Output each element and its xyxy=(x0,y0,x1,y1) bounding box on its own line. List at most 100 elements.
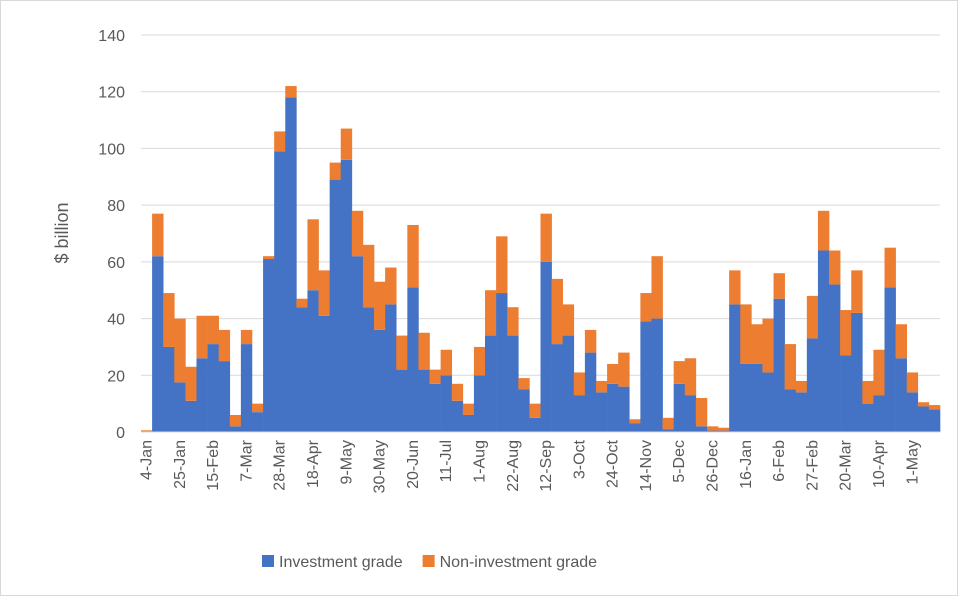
x-tick-label: 11-Jul xyxy=(438,440,455,482)
bar-segment xyxy=(718,427,730,431)
bar-segment xyxy=(873,349,885,396)
legend-swatch xyxy=(422,555,435,567)
bar-segment xyxy=(906,372,919,393)
y-tick-label: 80 xyxy=(107,198,125,215)
bar-segment xyxy=(429,383,441,432)
bar-segment xyxy=(462,403,475,415)
x-tick-label: 5-Dec xyxy=(671,440,688,483)
bar-segment xyxy=(540,213,552,262)
bar-segment xyxy=(551,344,563,432)
bar-segment xyxy=(440,349,453,376)
bar-segment xyxy=(407,224,419,288)
bar-segment xyxy=(618,386,630,432)
legend-label: Investment grade xyxy=(279,554,403,571)
x-tick-label: 6-Feb xyxy=(771,440,788,482)
bar-segment xyxy=(485,335,497,432)
bar-segment xyxy=(240,329,253,345)
bar-segment xyxy=(584,352,597,432)
bar-segment xyxy=(473,375,486,432)
bar-segment xyxy=(706,430,719,432)
bar-segment xyxy=(607,363,619,384)
bar-segment xyxy=(729,304,741,432)
bar-segment xyxy=(784,344,797,390)
bar-segment xyxy=(695,426,708,432)
bar-segment xyxy=(196,315,208,359)
bar-segment xyxy=(884,287,896,432)
bar-segment xyxy=(185,400,197,432)
bar-segment xyxy=(285,97,297,432)
bar-segment xyxy=(507,335,519,432)
bar-segment xyxy=(895,358,908,432)
bar-segment xyxy=(152,213,164,257)
bar-segment xyxy=(817,210,830,251)
bar-segment xyxy=(562,304,575,336)
bar-segment xyxy=(684,358,697,396)
y-tick-label: 120 xyxy=(98,85,125,102)
bar-segment xyxy=(829,284,841,432)
bar-segment xyxy=(318,270,330,316)
bar-segment xyxy=(662,417,674,430)
bar-segment xyxy=(263,259,275,432)
bar-segment xyxy=(318,315,330,432)
x-tick-label: 28-Mar xyxy=(272,439,289,490)
bar-segment xyxy=(695,397,708,427)
bar-segment xyxy=(374,281,386,330)
bar-segment xyxy=(274,131,286,152)
bar-segment xyxy=(440,375,453,432)
bar-segment xyxy=(285,86,297,98)
bar-segment xyxy=(917,402,930,407)
x-tick-label: 26-Dec xyxy=(705,440,722,492)
legend-label: Non-investment grade xyxy=(440,554,598,571)
y-tick-label: 60 xyxy=(107,255,125,272)
bar-segment xyxy=(196,358,208,432)
bar-segment xyxy=(174,382,186,432)
bar-segment xyxy=(651,256,663,319)
y-tick-label: 40 xyxy=(107,312,125,329)
bar-segment xyxy=(141,430,153,432)
y-tick-label: 0 xyxy=(116,425,125,442)
bar-segment xyxy=(507,307,519,336)
bar-segment xyxy=(351,256,364,432)
bar-segment xyxy=(562,335,575,432)
bar-segment xyxy=(773,298,785,432)
x-tick-label: 20-Jun xyxy=(405,440,422,489)
bar-segment xyxy=(473,346,486,376)
bar-segment xyxy=(229,426,242,432)
bar-segment xyxy=(629,423,641,432)
x-tick-label: 27-Feb xyxy=(804,440,821,491)
bar-segment xyxy=(595,380,608,393)
bar-segment xyxy=(385,304,397,432)
bar-segment xyxy=(307,290,319,432)
bar-segment xyxy=(806,338,819,432)
x-tick-label: 9-May xyxy=(338,440,355,484)
bar-segment xyxy=(329,162,342,180)
bar-segment xyxy=(551,278,563,345)
y-tick-label: 20 xyxy=(107,368,125,385)
x-tick-label: 24-Oct xyxy=(605,439,622,488)
bar-segment xyxy=(829,250,841,285)
bar-segment xyxy=(729,270,741,305)
y-axis-label: $ billion xyxy=(52,202,72,263)
bar-segment xyxy=(407,287,419,432)
bar-segment xyxy=(607,383,619,432)
bar-segment xyxy=(851,312,863,432)
bar-segment xyxy=(418,369,430,432)
bar-segment xyxy=(640,293,652,322)
bar-segment xyxy=(884,247,896,288)
bar-segment xyxy=(496,293,508,432)
bar-segment xyxy=(629,419,641,424)
bar-segment xyxy=(662,429,674,432)
bar-segment xyxy=(917,406,930,432)
x-tick-label: 15-Feb xyxy=(205,440,222,491)
bar-segment xyxy=(540,261,552,432)
y-tick-label: 100 xyxy=(98,141,125,158)
bar-segment xyxy=(307,219,319,291)
bar-segment xyxy=(207,344,219,432)
bar-segment xyxy=(251,403,264,413)
bar-segment xyxy=(906,392,919,432)
bar-segment xyxy=(640,321,652,432)
bar-segment xyxy=(773,273,785,299)
bar-segment xyxy=(706,426,719,431)
